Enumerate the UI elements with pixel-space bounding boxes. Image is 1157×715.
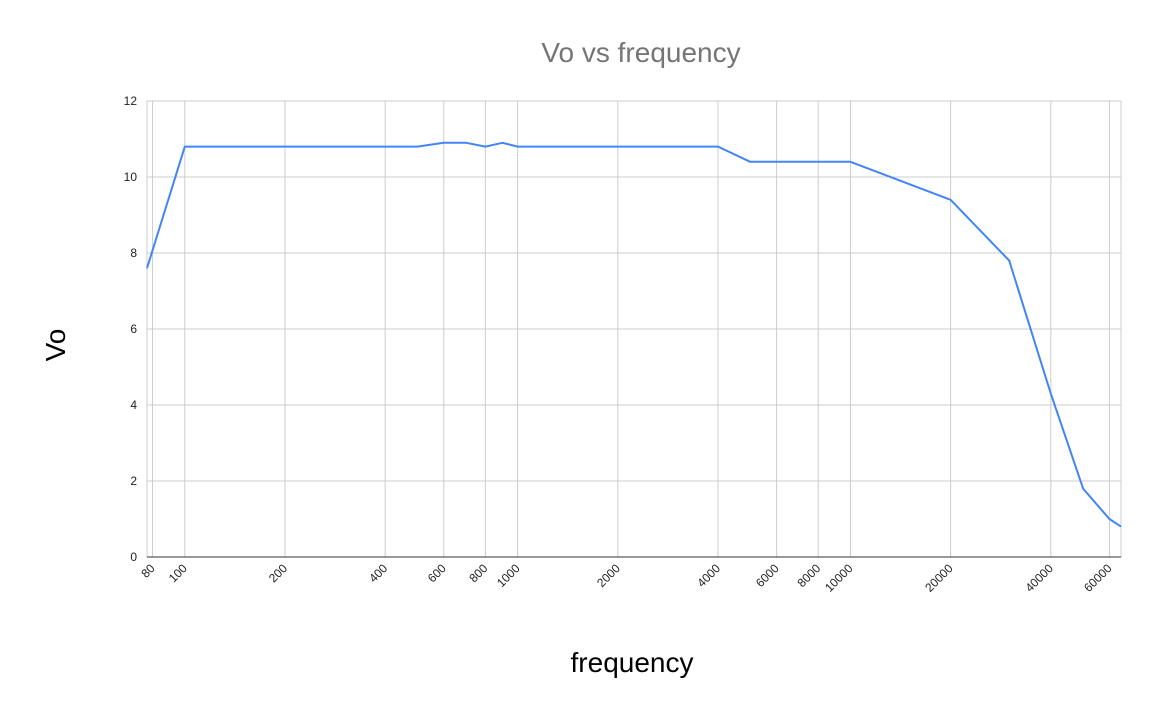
y-tick-label: 4 — [130, 398, 137, 412]
y-tick-label: 12 — [124, 94, 138, 108]
y-axis-ticks: 0 2 4 6 8 10 12 — [124, 94, 138, 564]
x-axis-ticks: 80 100 200 400 600 800 1000 2000 4000 6000 8000100… — [138, 561, 1114, 595]
y-tick-label: 0 — [130, 550, 137, 564]
x-tick-label: 4000 — [694, 561, 723, 590]
x-tick-label: 6000 — [753, 561, 782, 590]
x-tick-label: 2000 — [594, 561, 623, 590]
x-tick-label: 200 — [266, 561, 290, 585]
x-tick-label: 20000 — [922, 561, 956, 595]
x-tick-label: 60000 — [1081, 561, 1115, 595]
x-tick-label: 100 — [166, 561, 190, 585]
series-line — [146, 141, 1122, 528]
x-tick-label: 40000 — [1022, 561, 1056, 595]
y-tick-label: 8 — [130, 246, 137, 260]
y-tick-label: 6 — [130, 322, 137, 336]
gridlines — [146, 100, 1122, 557]
x-axis-title: frequency — [571, 647, 694, 678]
y-axis-title: Vo — [40, 329, 71, 362]
y-tick-label: 2 — [130, 474, 137, 488]
chart-title: Vo vs frequency — [541, 37, 740, 68]
y-tick-label: 10 — [124, 170, 138, 184]
x-tick-label: 10000 — [822, 561, 856, 595]
x-tick-label: 800 — [466, 561, 490, 585]
x-tick-label: 80 — [138, 561, 158, 581]
series-layer — [146, 141, 1122, 528]
x-tick-label: 600 — [425, 561, 449, 585]
x-tick-label: 8000 — [795, 561, 824, 590]
x-tick-label: 400 — [366, 561, 390, 585]
x-tick-label: 1000 — [494, 561, 523, 590]
